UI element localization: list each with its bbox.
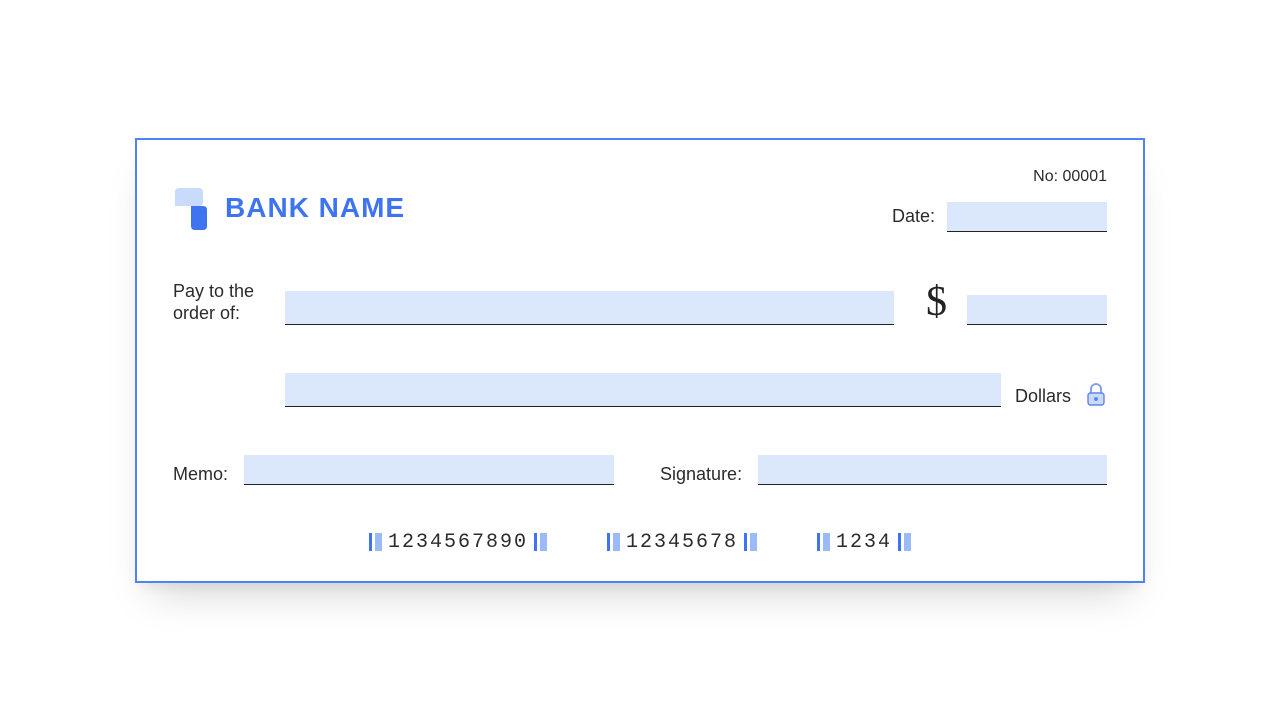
check-number-value: 00001	[1063, 168, 1108, 185]
dollar-sign: $	[926, 281, 947, 323]
signature-field[interactable]	[758, 455, 1107, 485]
bank-name: BANK NAME	[225, 192, 405, 224]
check-number-label: No:	[1033, 168, 1058, 185]
pay-to-label-line2: order of:	[173, 303, 240, 323]
pay-to-label: Pay to the order of:	[173, 280, 273, 325]
date-row: Date:	[892, 202, 1107, 232]
bank-logo-icon	[173, 186, 217, 230]
memo-field[interactable]	[244, 455, 614, 485]
payee-field[interactable]	[285, 291, 894, 325]
micr-symbol-icon	[534, 533, 547, 551]
pay-to-row: Pay to the order of: $	[173, 280, 1107, 325]
micr-account: 12345678	[626, 531, 738, 554]
micr-symbol-icon	[744, 533, 757, 551]
bank-logo-block: BANK NAME	[173, 186, 405, 230]
micr-line: 1234567890 12345678 1234	[173, 531, 1107, 554]
amount-numeric-field[interactable]	[967, 295, 1107, 325]
micr-symbol-icon	[898, 533, 911, 551]
dollars-label: Dollars	[1015, 386, 1071, 407]
amount-words-row: Dollars	[173, 373, 1107, 407]
date-label: Date:	[892, 206, 935, 227]
top-row: BANK NAME No: 00001 Date:	[173, 168, 1107, 232]
micr-symbol-icon	[817, 533, 830, 551]
check-number: No: 00001	[1033, 168, 1107, 186]
micr-check: 1234	[836, 531, 892, 554]
micr-routing: 1234567890	[388, 531, 528, 554]
micr-symbol-icon	[607, 533, 620, 551]
micr-account-group: 12345678	[607, 531, 757, 554]
pay-to-label-line1: Pay to the	[173, 281, 254, 301]
amount-words-field[interactable]	[285, 373, 1001, 407]
top-right-block: No: 00001 Date:	[892, 168, 1107, 232]
micr-check-group: 1234	[817, 531, 911, 554]
memo-signature-row: Memo: Signature:	[173, 455, 1107, 485]
lock-icon	[1085, 383, 1107, 407]
micr-routing-group: 1234567890	[369, 531, 547, 554]
check-container: BANK NAME No: 00001 Date: Pay to the ord…	[135, 138, 1145, 583]
date-field[interactable]	[947, 202, 1107, 232]
micr-symbol-icon	[369, 533, 382, 551]
signature-label: Signature:	[660, 464, 742, 485]
memo-label: Memo:	[173, 464, 228, 485]
